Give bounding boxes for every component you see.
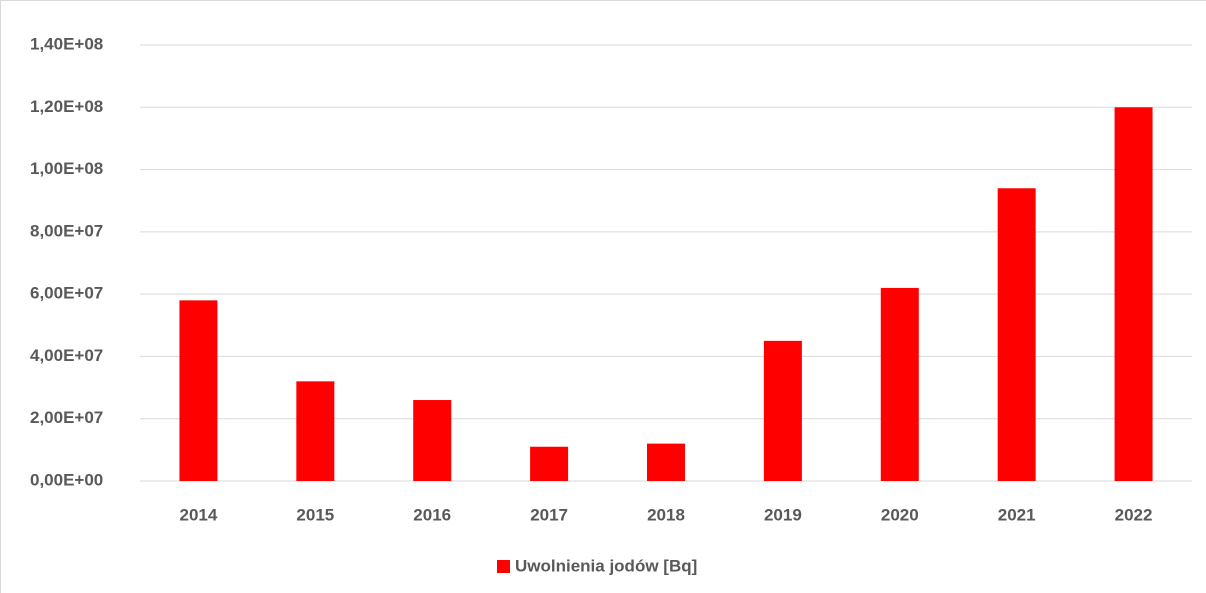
y-tick-label: 6,00E+07 xyxy=(30,284,103,303)
y-tick-label: 0,00E+00 xyxy=(30,470,103,489)
bar xyxy=(647,443,685,481)
x-tick-label: 2022 xyxy=(1115,505,1153,524)
legend-swatch xyxy=(497,560,510,573)
x-tick-label: 2020 xyxy=(881,505,919,524)
bar xyxy=(1114,107,1153,482)
legend-label: Uwolnienia jodów [Bq] xyxy=(515,556,697,575)
bar xyxy=(413,400,452,481)
y-tick-label: 4,00E+07 xyxy=(30,346,103,365)
x-tick-label: 2015 xyxy=(296,505,334,524)
y-tick-label: 8,00E+07 xyxy=(30,221,103,240)
bar xyxy=(880,287,919,481)
bar xyxy=(997,188,1036,481)
x-tick-label: 2014 xyxy=(180,505,218,524)
bar xyxy=(763,340,802,481)
x-tick-label: 2017 xyxy=(530,505,568,524)
x-tick-label: 2021 xyxy=(998,505,1036,524)
x-tick-label: 2016 xyxy=(413,505,451,524)
bar xyxy=(296,381,335,481)
y-tick-label: 1,40E+08 xyxy=(30,34,103,53)
bar xyxy=(179,300,218,481)
y-tick-label: 1,20E+08 xyxy=(30,97,103,116)
bar xyxy=(530,446,569,481)
x-tick-label: 2018 xyxy=(647,505,685,524)
y-tick-label: 2,00E+07 xyxy=(30,408,103,427)
x-tick-label: 2019 xyxy=(764,505,802,524)
y-tick-label: 1,00E+08 xyxy=(30,159,103,178)
